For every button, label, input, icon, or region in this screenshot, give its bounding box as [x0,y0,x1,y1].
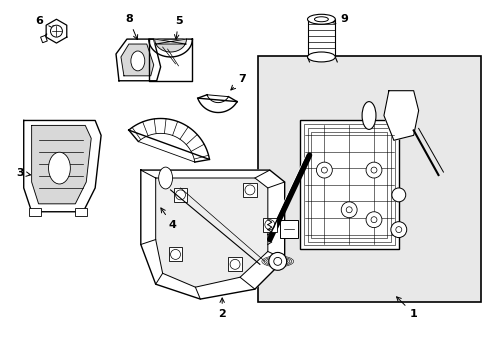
Text: 1: 1 [396,297,417,319]
Ellipse shape [158,167,172,189]
Bar [307,129,390,242]
Text: 9: 9 [330,14,347,24]
Bar [173,188,187,202]
Polygon shape [148,39,192,81]
Circle shape [366,212,381,228]
Polygon shape [155,178,267,287]
Polygon shape [148,35,192,61]
Circle shape [50,25,62,37]
Bar [307,19,335,57]
Ellipse shape [361,102,375,129]
Text: 4: 4 [161,208,176,230]
Bar [75,208,87,216]
Text: 6: 6 [36,16,56,30]
Text: 3: 3 [16,168,31,178]
Ellipse shape [131,51,144,71]
Bar [303,125,394,246]
Polygon shape [121,44,153,76]
Ellipse shape [307,52,335,62]
Bar [263,218,276,231]
Ellipse shape [307,14,335,24]
Polygon shape [154,39,186,52]
Bar [257,56,480,302]
Polygon shape [46,19,67,43]
Bar [41,35,47,43]
Polygon shape [197,95,237,113]
Ellipse shape [48,152,70,184]
Text: 2: 2 [218,298,225,319]
Circle shape [390,222,406,238]
Bar [29,208,41,216]
Ellipse shape [314,17,327,22]
Text: 5: 5 [174,16,182,39]
Polygon shape [141,170,284,299]
Circle shape [391,188,405,202]
Polygon shape [128,118,209,162]
Circle shape [316,162,332,178]
Polygon shape [32,125,91,204]
Circle shape [268,252,286,270]
Bar [243,183,256,197]
Bar [279,220,297,238]
Bar [299,121,398,249]
Polygon shape [383,91,418,140]
Polygon shape [24,121,101,212]
Bar [311,132,386,238]
Text: 8: 8 [125,14,138,40]
Bar [228,257,242,271]
Circle shape [341,202,356,218]
Bar [299,121,398,249]
Polygon shape [116,39,161,81]
Circle shape [366,162,381,178]
Text: 7: 7 [230,74,245,90]
Bar [168,247,182,261]
